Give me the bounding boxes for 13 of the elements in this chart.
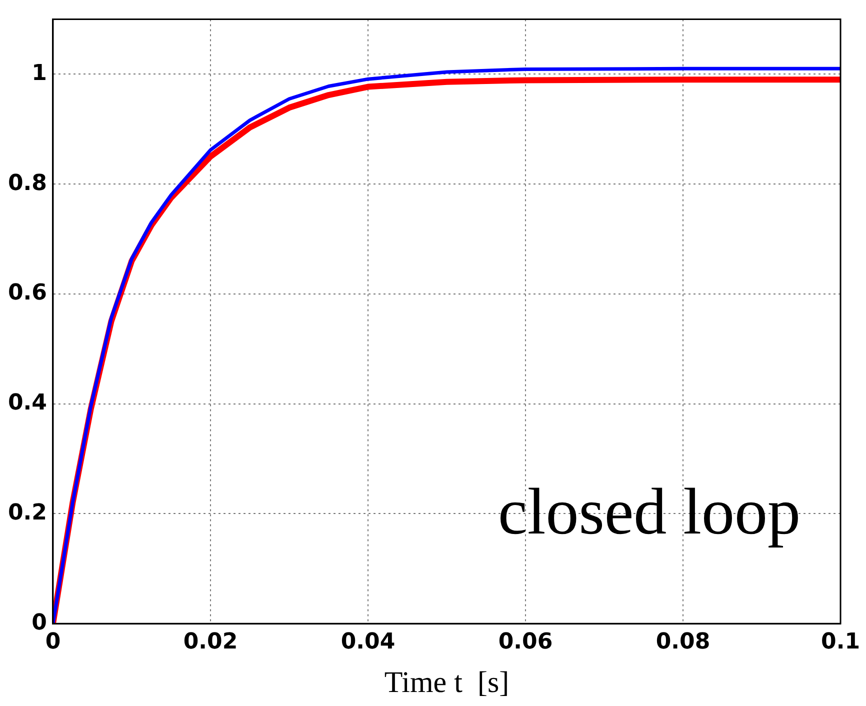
x-tick-label: 0.06 [498,630,553,655]
y-tick-label: 0 [32,610,47,636]
y-tick-label: 0.8 [8,170,47,196]
x-tick-label: 0.02 [183,630,238,655]
x-tick-label: 0.08 [656,630,710,655]
annotation: closed loop [498,476,801,549]
x-axis-title: Time t [s] [384,666,510,699]
x-tick-label: 0.1 [821,630,860,655]
x-tick-label: 0.04 [340,630,396,655]
y-tick-label: 0.6 [8,280,47,306]
y-tick-label: 0.4 [8,390,47,416]
y-tick-label: 0.2 [8,500,47,526]
y-tick-label: 1 [32,60,47,86]
